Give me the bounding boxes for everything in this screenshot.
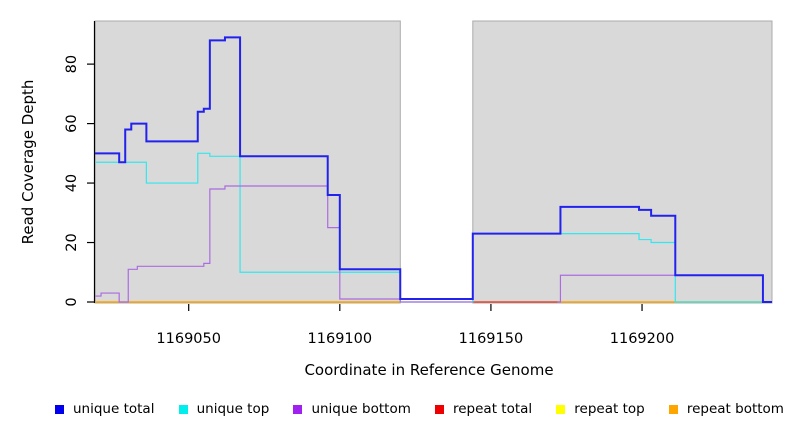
legend-label: repeat bottom <box>686 401 784 417</box>
legend-item-unique-total: unique total <box>55 401 154 417</box>
legend-swatch-repeat-total <box>434 404 444 414</box>
legend-item-unique-bottom: unique bottom <box>293 401 411 417</box>
legend-label: repeat total <box>452 401 533 417</box>
y-tick-label: 20 <box>64 233 80 251</box>
legend-label: unique top <box>196 401 270 417</box>
x-tick-label: 1169100 <box>308 331 373 347</box>
legend-item-unique-top: unique top <box>178 401 270 417</box>
amplicon-region-shading <box>94 20 773 304</box>
y-tick-label: 40 <box>64 174 80 192</box>
legend-item-repeat-top: repeat top <box>556 401 645 417</box>
legend-swatch-repeat-top <box>556 404 566 414</box>
x-axis-title: Coordinate in Reference Genome <box>304 361 553 379</box>
legend-label: repeat top <box>574 401 645 417</box>
x-tick-label: 1169200 <box>610 331 675 347</box>
legend-swatch-unique-top <box>178 404 188 414</box>
coverage-region-band <box>472 20 773 304</box>
legend-item-repeat-bottom: repeat bottom <box>668 401 784 417</box>
legend: unique total unique top unique bottom repea… <box>55 399 784 419</box>
x-tick-label: 1169050 <box>156 331 221 347</box>
legend-swatch-unique-total <box>55 404 64 414</box>
series-line-unique-total <box>95 36 772 303</box>
y-tick-label: 60 <box>64 114 80 132</box>
legend-swatch-repeat-bottom <box>668 404 678 414</box>
y-tick-label: 80 <box>64 55 80 73</box>
coverage-series-lines <box>95 36 772 303</box>
legend-item-repeat-total: repeat total <box>434 401 533 417</box>
x-tick-label: 1169150 <box>459 331 524 347</box>
legend-swatch-unique-bottom <box>293 404 303 414</box>
axes: 0 20 40 60 80 1169050 1169100 1169150 1169200 <box>64 21 674 347</box>
y-axis-title: Read Coverage Depth <box>19 80 37 245</box>
y-tick-label: 0 <box>64 297 80 306</box>
legend-label: unique bottom <box>311 401 411 417</box>
legend-label: unique total <box>73 401 155 417</box>
